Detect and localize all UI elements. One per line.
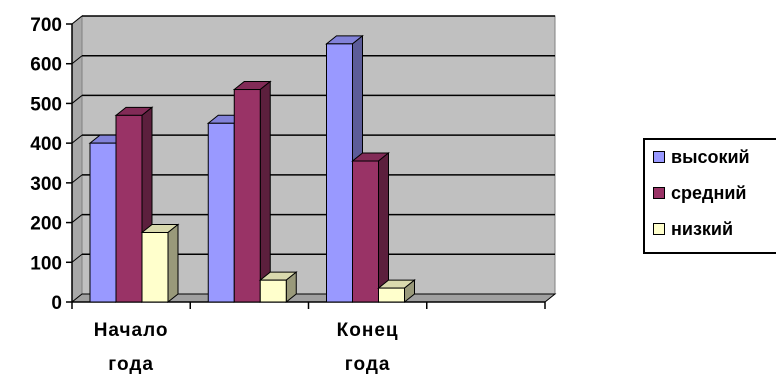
legend-item-medium: средний xyxy=(653,182,746,204)
bar xyxy=(258,271,298,304)
gridline-depth xyxy=(71,174,83,184)
bar-front xyxy=(141,232,169,303)
gridline-depth xyxy=(71,134,83,144)
bar-front xyxy=(352,160,379,303)
bar-front xyxy=(89,142,117,303)
x-category-label: года xyxy=(345,354,391,374)
bar-front xyxy=(326,43,353,303)
bar-front xyxy=(207,122,235,303)
gridline-depth xyxy=(71,214,83,223)
gridline-depth xyxy=(71,253,83,263)
bar-front xyxy=(115,114,143,303)
x-category-label: Начало xyxy=(94,320,169,341)
x-category-label: года xyxy=(108,354,154,374)
legend: высокий средний низкий xyxy=(643,138,776,254)
bar xyxy=(351,151,390,304)
x-axis-categories: Начало года Конец года xyxy=(71,302,546,374)
bar xyxy=(377,279,416,304)
y-tick-label: 600 xyxy=(30,55,62,76)
y-tick-label: 400 xyxy=(30,134,62,155)
legend-swatch-medium xyxy=(653,187,665,199)
legend-label-low: низкий xyxy=(671,218,734,239)
legend-swatch-high xyxy=(653,151,665,163)
bar-front xyxy=(233,89,261,303)
gridline-depth xyxy=(71,95,83,104)
bar-front xyxy=(378,287,405,303)
legend-label-medium: средний xyxy=(671,182,747,203)
y-tick-label: 500 xyxy=(30,94,62,115)
gridline-depth xyxy=(71,55,83,65)
y-tick-label: 100 xyxy=(30,253,62,274)
legend-label-high: высокий xyxy=(671,146,750,167)
bars xyxy=(88,34,416,304)
bar xyxy=(140,223,180,304)
bar xyxy=(232,80,272,304)
y-tick-label: 200 xyxy=(30,214,62,235)
plot-side-wall xyxy=(71,14,83,304)
bar-side xyxy=(378,151,389,304)
y-tick-label: 700 xyxy=(30,15,62,36)
gridline-depth xyxy=(71,15,83,25)
y-tick-label: 300 xyxy=(30,174,62,195)
bar-front xyxy=(259,279,287,303)
legend-swatch-low xyxy=(653,223,665,235)
legend-item-low: низкий xyxy=(653,218,733,240)
bar-side xyxy=(167,223,179,304)
bar-side xyxy=(259,80,271,304)
x-category-label: Конец xyxy=(337,320,399,341)
legend-item-high: высокий xyxy=(653,146,750,168)
y-tick-label: 0 xyxy=(51,293,62,314)
